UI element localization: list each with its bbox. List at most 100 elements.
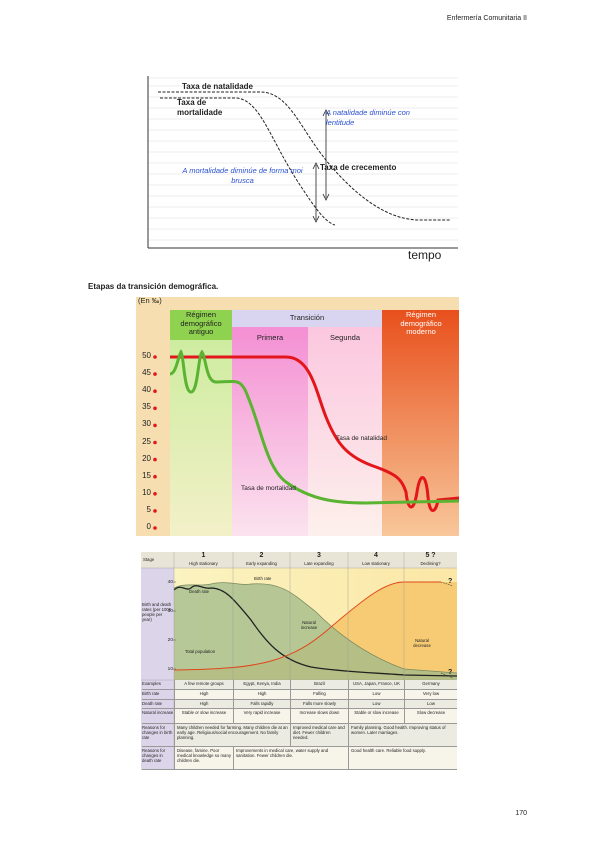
label-column <box>141 568 174 770</box>
chart <box>141 552 457 770</box>
birth-line <box>158 91 450 221</box>
region-header <box>170 310 232 340</box>
y-tick-label: 20 <box>167 637 173 643</box>
figure-model: Stage Birth and death rates (per 1000 pe… <box>141 552 457 770</box>
phase-label: Primera <box>256 333 284 342</box>
y-tick-label: 40 <box>167 579 173 585</box>
sketch <box>147 76 458 249</box>
table-cell: Germany <box>404 680 457 690</box>
tick-dot <box>153 440 157 445</box>
stage-name: Early expanding <box>246 561 277 566</box>
tick-dot <box>153 526 157 530</box>
arrowheads <box>312 162 320 223</box>
region-label: Régimen demográfico moderno <box>400 310 442 336</box>
chart <box>153 310 459 536</box>
row-label: Death rate <box>142 700 174 709</box>
table-cell: Egypt, Kenya, India <box>233 680 290 690</box>
table-cell: Increase slows down <box>290 709 348 724</box>
death-line <box>160 97 336 226</box>
y-tick-label: 30 <box>142 419 151 429</box>
y-tick-label: 25 <box>142 436 151 446</box>
y-tick-label: 30 <box>167 608 173 614</box>
death-curve <box>169 349 459 505</box>
y-tick-label: 15 <box>142 470 151 480</box>
label: Taxa de crecemento <box>320 163 397 172</box>
region <box>308 327 382 536</box>
page-number: 170 <box>515 810 527 817</box>
stage-label: Stage <box>143 557 155 562</box>
table-cell: High <box>233 690 290 700</box>
tick-dot <box>153 423 157 428</box>
population-area <box>174 582 457 680</box>
projection <box>440 581 454 679</box>
arrowheads <box>322 109 330 201</box>
y-tick-label: 40 <box>142 385 151 395</box>
curve-label: Total population <box>185 649 216 654</box>
table-cell: Improved medical care and diet. Fewer ch… <box>290 724 348 747</box>
birth-area <box>174 582 457 680</box>
stage-name: Declining? <box>420 561 441 566</box>
region-label: Régimen demográfico antiguo <box>180 310 222 336</box>
row-label: Examples <box>142 680 174 690</box>
tick-dot <box>153 457 157 462</box>
row-label: Natural increase <box>142 709 174 724</box>
ruled-lines <box>148 77 458 241</box>
stage-number: 5 ? <box>425 552 436 559</box>
tick-dot <box>153 355 157 359</box>
curve-label: Death rate <box>189 589 210 594</box>
table-cell: Many children needed for farming. Many c… <box>174 724 290 747</box>
table-cell: Falls rapidly <box>233 700 290 709</box>
y-tick-label: 0 <box>146 522 151 531</box>
phase-label: Segunda <box>329 333 361 342</box>
y-tick-label: 50 <box>142 351 151 360</box>
birth-line <box>173 582 457 674</box>
curve-label: Natural increase <box>300 620 318 630</box>
y-tick-label: 10 <box>167 666 173 672</box>
axis-label: (En ‰) <box>138 297 162 305</box>
row-label: Reasons for changes in death rate <box>142 747 174 770</box>
population-line <box>173 581 441 671</box>
curve-label: Birth rate <box>254 576 272 581</box>
note: A mortalidade diminúe de forma moi brusc… <box>182 166 303 185</box>
table-cell: Low <box>348 690 404 700</box>
table-cell: Very rapid increase <box>233 709 290 724</box>
stage-name: Late expanding <box>304 561 334 566</box>
uncertainty-mark: ? <box>448 578 453 585</box>
death-line <box>173 585 457 677</box>
label: Taxa de natalidade <box>182 82 253 91</box>
tick-dot <box>153 389 157 393</box>
table-cell: High <box>174 700 233 709</box>
label: Taxa de mortalidade <box>177 98 223 117</box>
table-cell: Improvements in medical care, water supp… <box>233 747 348 770</box>
caption: Etapas da transición demográfica. <box>88 282 219 291</box>
y-tick-label: 45 <box>142 368 151 378</box>
figure-transition: (En ‰) Régimen demográfico antiguo Trans… <box>136 297 459 536</box>
region <box>170 310 232 536</box>
table-cell: Stable or slow increase <box>348 709 404 724</box>
table-cell: Good health care. Reliable food supply. <box>348 747 457 770</box>
y-tick-label: 10 <box>142 487 151 497</box>
running-title: Enfermería Comunitaria II <box>446 15 527 22</box>
table-cell: Falling <box>290 690 348 700</box>
y-tick-label: 35 <box>142 402 151 412</box>
region-label: Transición <box>289 313 325 322</box>
axis-label: tempo <box>408 248 442 262</box>
row-label: Reasons for changes in birth rate <box>142 724 174 747</box>
stage-number: 2 <box>259 552 264 559</box>
table-cell: A few remote groups <box>174 680 233 690</box>
curve-label: Tasa de natalidad <box>336 435 387 442</box>
note: A natalidade diminúe con lentitude <box>326 108 410 127</box>
table-cell: Low <box>404 700 457 709</box>
table-cell: USA, Japan, France, UK <box>348 680 404 690</box>
row-label: Birth rate <box>142 690 174 700</box>
uncertainty-mark: ? <box>448 669 453 676</box>
tick-dot <box>153 474 157 479</box>
stage-number: 4 <box>374 552 378 559</box>
table-cell: Falls more slowly <box>290 700 348 709</box>
table-cell: High <box>174 690 233 700</box>
region <box>232 327 308 536</box>
curve-label: Natural decrease <box>413 638 431 648</box>
tick-dot <box>153 372 157 376</box>
table-cell: Low <box>348 700 404 709</box>
